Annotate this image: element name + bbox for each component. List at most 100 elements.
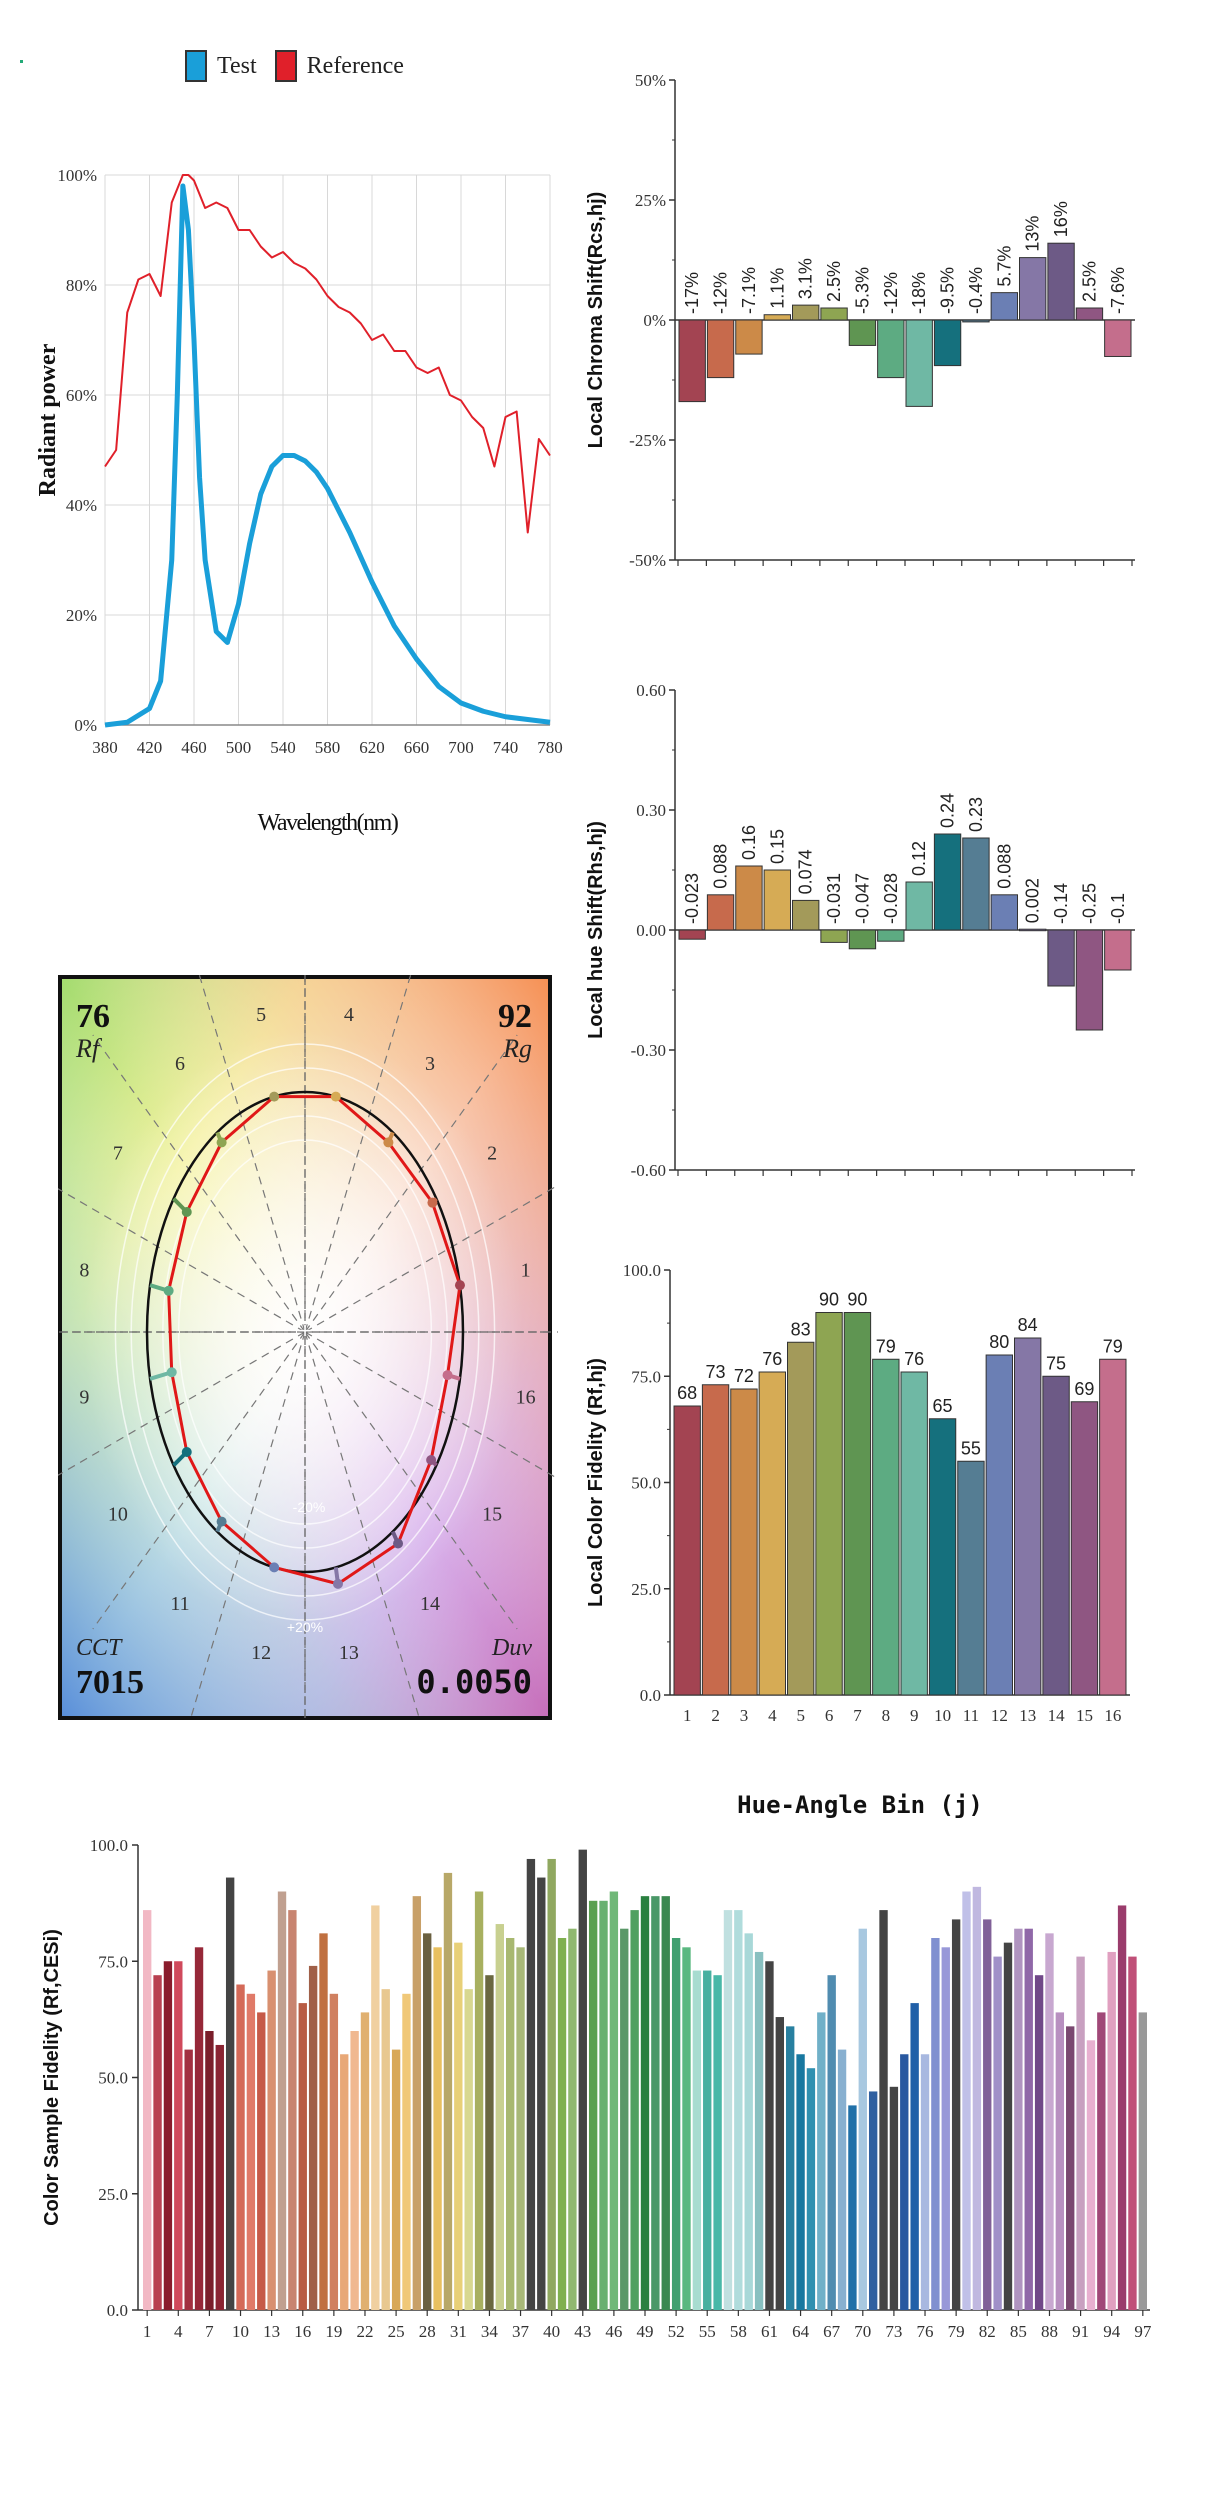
shift-arrow-head xyxy=(383,1137,394,1148)
data-label: 69 xyxy=(1074,1379,1094,1399)
sample-bar xyxy=(754,1951,764,2310)
x-tick-label: 61 xyxy=(761,2322,778,2341)
y-tick-label: 100.0 xyxy=(623,1261,661,1280)
radial-line xyxy=(304,1034,518,1333)
shift-arrow-head xyxy=(393,1538,404,1549)
sample-bar xyxy=(277,1891,287,2310)
sample-bar xyxy=(454,1942,463,2310)
bin-label: 13 xyxy=(339,1642,359,1664)
bar xyxy=(957,1460,985,1696)
sample-bar xyxy=(319,1933,328,2310)
data-label: 13% xyxy=(1023,216,1043,252)
x-tick-label: 37 xyxy=(512,2322,530,2341)
sample-bar xyxy=(609,1891,619,2310)
bar xyxy=(1014,1337,1042,1696)
sample-bar xyxy=(153,1975,162,2310)
bar xyxy=(763,869,791,931)
legend-swatch-test xyxy=(185,50,207,82)
legend-item-reference: Reference xyxy=(274,50,404,82)
data-label: 0.24 xyxy=(938,793,958,828)
bar xyxy=(848,319,877,346)
data-label: 84 xyxy=(1018,1315,1038,1335)
sample-bar xyxy=(267,1970,276,2310)
y-tick-label: 75.0 xyxy=(98,1952,128,1971)
sample-bar xyxy=(588,1900,598,2310)
x-tick-label: 73 xyxy=(885,2322,902,2341)
x-tick-label: 500 xyxy=(226,738,252,757)
sample-bar xyxy=(443,1872,453,2310)
sample-bar xyxy=(651,1896,660,2310)
y-tick-label: 50% xyxy=(635,71,666,90)
x-tick-label: 16 xyxy=(1104,1706,1121,1725)
shift-arrow-head xyxy=(269,1091,280,1102)
shift-arrow-head xyxy=(163,1285,174,1296)
sample-bar xyxy=(1055,2012,1065,2310)
x-tick-label: 49 xyxy=(637,2322,654,2341)
sample-bar xyxy=(568,1928,577,2310)
x-tick-label: 16 xyxy=(294,2322,311,2341)
data-label: 5.7% xyxy=(994,246,1014,287)
sample-bar xyxy=(962,1891,971,2310)
bar xyxy=(792,899,820,931)
x-tick-label: 5 xyxy=(796,1706,805,1725)
legend-label-test: Test xyxy=(217,52,257,79)
shift-arrow-head xyxy=(454,1280,465,1291)
x-tick-label: 22 xyxy=(356,2322,373,2341)
shift-arrow-head xyxy=(216,1137,227,1148)
bar xyxy=(763,314,791,321)
bin-label: 10 xyxy=(108,1504,128,1526)
rg-label: Rg xyxy=(502,1034,532,1063)
sample-bar xyxy=(972,1886,982,2310)
shift-arrow-head xyxy=(426,1455,437,1466)
sample-bar xyxy=(1045,1933,1054,2310)
sample-bar xyxy=(765,1961,774,2310)
rf-value: 76 xyxy=(76,998,110,1035)
y-tick-label: 25% xyxy=(635,191,666,210)
spd-legend: Test Reference xyxy=(185,50,404,82)
y-tick-label: 0.0 xyxy=(107,2301,128,2320)
shift-arrow-head xyxy=(166,1367,177,1378)
sample-bar xyxy=(1034,1975,1044,2310)
sample-bar xyxy=(464,1989,473,2310)
series-line-test xyxy=(104,183,551,728)
bar xyxy=(730,1388,758,1696)
bar xyxy=(1047,929,1075,987)
x-axis-title: Wavelength(nm) xyxy=(258,810,398,836)
sample-bar xyxy=(703,1970,712,2310)
y-tick-label: 100.0 xyxy=(90,1836,128,1855)
bar xyxy=(933,833,962,931)
bar xyxy=(933,319,962,367)
shift-arrow-head xyxy=(442,1370,453,1381)
y-tick-label: 50.0 xyxy=(631,1474,661,1493)
rg-value: 92 xyxy=(498,998,532,1035)
data-label: -0.4% xyxy=(966,267,986,314)
sample-bar xyxy=(298,2003,307,2310)
shift-arrow-head xyxy=(269,1562,280,1573)
y-tick-label: 0.30 xyxy=(636,801,666,820)
x-tick-label: 6 xyxy=(825,1706,834,1725)
x-tick-label: 88 xyxy=(1041,2322,1058,2341)
x-tick-label: 82 xyxy=(979,2322,996,2341)
sample-bar xyxy=(951,1919,961,2310)
data-label: 2.5% xyxy=(1079,261,1099,302)
sample-bar xyxy=(360,2012,370,2310)
bar xyxy=(843,1312,872,1696)
x-tick-label: 620 xyxy=(359,738,385,757)
radial-line xyxy=(189,1331,306,1720)
y-tick-label: 0.60 xyxy=(636,681,666,700)
bin-label: 6 xyxy=(175,1053,185,1075)
bin-label: 12 xyxy=(251,1642,271,1664)
bar xyxy=(962,837,990,931)
sample-bar xyxy=(537,1877,546,2310)
data-label: 0.088 xyxy=(994,844,1014,889)
duv-value: 0.0050 xyxy=(416,1663,532,1701)
x-tick-label: 9 xyxy=(910,1706,919,1725)
sample-bar xyxy=(1107,1951,1116,2310)
sample-bar xyxy=(257,2012,266,2310)
x-tick-label: 740 xyxy=(493,738,519,757)
bin-label: 16 xyxy=(516,1386,536,1408)
bin-label: 11 xyxy=(170,1593,189,1615)
x-tick-label: 1 xyxy=(143,2322,152,2341)
sample-bar xyxy=(1003,1942,1013,2310)
y-axis-title: Local Chroma Shift(Rcs,hj) xyxy=(585,192,607,449)
